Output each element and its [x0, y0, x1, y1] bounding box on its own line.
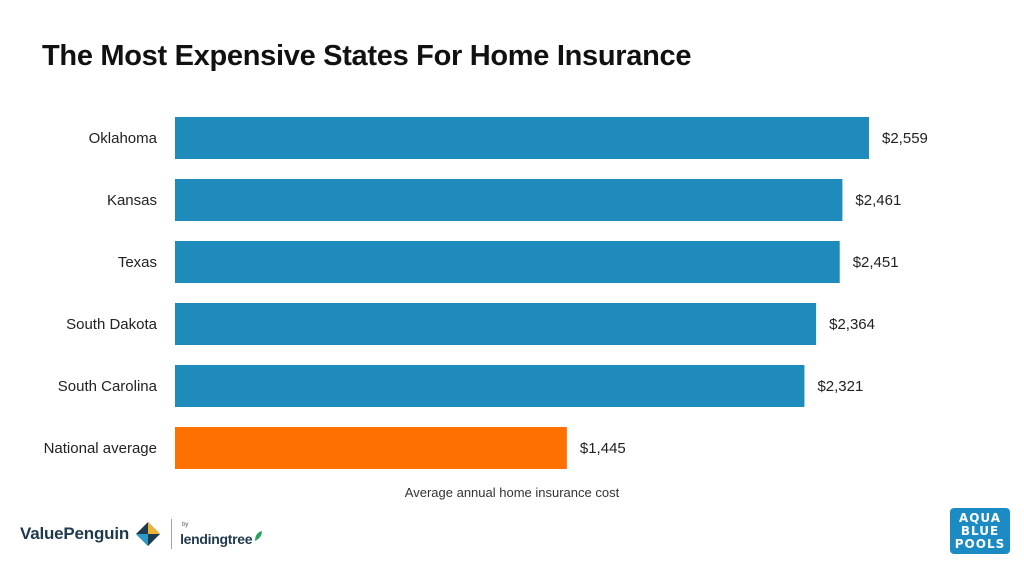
value-label: $2,451 — [853, 254, 899, 271]
x-axis-label: Average annual home insurance cost — [405, 485, 620, 500]
value-label: $2,461 — [855, 192, 901, 209]
bar-chart: Oklahoma $2,559 Kansas $2,461 Texas $2,451 Sou… — [44, 117, 928, 500]
bar-south-dakota — [175, 303, 817, 345]
bar-south-carolina — [175, 365, 805, 407]
value-label: $2,321 — [817, 378, 863, 395]
value-label: $1,445 — [580, 440, 626, 457]
valuepenguin-diamond-icon — [135, 521, 161, 547]
footer-divider — [171, 519, 173, 549]
bar-kansas — [175, 179, 843, 221]
lendingtree-leaf-icon — [253, 529, 263, 547]
chart-title: The Most Expensive States For Home Insur… — [42, 40, 692, 72]
category-label: South Dakota — [66, 316, 158, 333]
lendingtree-logo-text: lendingtree — [180, 530, 253, 547]
category-label: Kansas — [107, 192, 157, 209]
logo-line-1: AQUA — [958, 510, 1002, 525]
bar-texas — [175, 241, 840, 283]
value-label: $2,559 — [882, 130, 928, 147]
category-label: Oklahoma — [89, 130, 158, 147]
category-label: National average — [44, 440, 157, 457]
lendingtree-logo: by lendingtree — [180, 522, 263, 547]
valuepenguin-logo-text: ValuePenguin — [20, 524, 130, 543]
bars-group: Oklahoma $2,559 Kansas $2,461 Texas $2,451 Sou… — [44, 117, 928, 469]
logo-line-3: POOLS — [954, 536, 1006, 551]
category-label: South Carolina — [58, 378, 158, 395]
logo-line-2: BLUE — [960, 523, 1000, 538]
value-label: $2,364 — [829, 316, 875, 333]
bar-oklahoma — [175, 117, 869, 159]
footer-logos: ValuePenguin by lendingtree — [20, 516, 263, 552]
lendingtree-by-text: by — [182, 521, 189, 528]
aqua-blue-pools-logo: AQUA BLUE POOLS — [950, 508, 1010, 554]
bar-national-average — [175, 427, 567, 469]
category-label: Texas — [118, 254, 157, 271]
